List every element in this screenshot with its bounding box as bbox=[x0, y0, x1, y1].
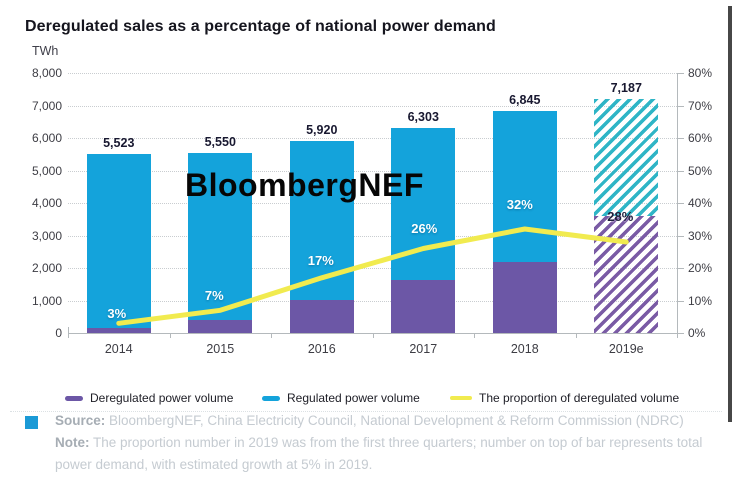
regulated-swatch-icon bbox=[262, 395, 280, 401]
footer-note-line: Note: The proportion number in 2019 was … bbox=[55, 432, 715, 476]
proportion-polyline bbox=[116, 226, 629, 326]
y-right-tick-label: 0% bbox=[688, 326, 706, 340]
bar-regulated-2018 bbox=[492, 110, 557, 262]
scan-edge-artifact bbox=[728, 6, 732, 422]
x-axis-label: 2014 bbox=[104, 342, 133, 356]
y-right-tick bbox=[677, 138, 684, 139]
footer-source-line: Source: BloombergNEF, China Electricity … bbox=[55, 410, 715, 432]
bar-total-label: 6,845 bbox=[509, 92, 541, 107]
gridline bbox=[68, 105, 677, 107]
line-point-label: 28% bbox=[607, 209, 634, 224]
legend-label-proportion: The proportion of deregulated volume bbox=[479, 391, 680, 405]
footer-text: Source: BloombergNEF, China Electricity … bbox=[55, 410, 715, 476]
line-point-label: 7% bbox=[204, 288, 224, 304]
legend-label-deregulated: Deregulated power volume bbox=[90, 391, 234, 405]
x-axis-label: 2015 bbox=[206, 342, 235, 356]
legend-item-regulated: Regulated power volume bbox=[262, 391, 420, 405]
y-left-tick-label: 3,000 bbox=[31, 228, 62, 243]
y-right-tick-label: 20% bbox=[688, 261, 713, 275]
x-axis-tick bbox=[169, 333, 171, 338]
bar-deregulated-2019e bbox=[594, 216, 659, 333]
y-left-axis-stub bbox=[68, 327, 69, 333]
legend-item-proportion: The proportion of deregulated volume bbox=[450, 391, 679, 405]
proportion-line-swatch-icon bbox=[450, 396, 472, 400]
line-point-label: 32% bbox=[506, 197, 533, 212]
x-axis-tick bbox=[474, 333, 475, 338]
gridline bbox=[68, 268, 677, 269]
x-axis-tick bbox=[372, 333, 374, 338]
gridline bbox=[68, 138, 677, 139]
y-axis-unit-label: TWh bbox=[32, 44, 59, 58]
y-left-tick-label: 6,000 bbox=[31, 131, 62, 145]
y-left-tick-label: 5,000 bbox=[31, 163, 62, 178]
y-left-tick-label: 0 bbox=[55, 326, 62, 340]
bar-total-label: 5,523 bbox=[103, 135, 135, 150]
gridline bbox=[68, 300, 677, 302]
y-right-tick bbox=[677, 235, 684, 237]
x-axis-tick bbox=[677, 333, 678, 338]
y-left-tick-label: 7,000 bbox=[31, 98, 62, 113]
x-axis-tick bbox=[575, 333, 577, 338]
bar-deregulated-2017 bbox=[391, 279, 456, 333]
bar-regulated-2015 bbox=[188, 152, 253, 321]
deregulated-swatch-icon bbox=[65, 395, 83, 401]
y-right-tick-label: 10% bbox=[688, 293, 713, 308]
bar-total-label: 6,303 bbox=[407, 110, 439, 125]
legend-item-deregulated: Deregulated power volume bbox=[65, 391, 233, 405]
legend-label-regulated: Regulated power volume bbox=[287, 391, 420, 405]
x-axis-label: 2018 bbox=[510, 342, 539, 356]
y-right-tick-label: 30% bbox=[688, 228, 713, 243]
y-right-tick bbox=[677, 268, 684, 269]
bar-deregulated-2014 bbox=[86, 327, 151, 333]
y-right-tick-label: 70% bbox=[688, 98, 713, 113]
bar-total-label: 5,920 bbox=[306, 122, 338, 137]
bar-deregulated-2018 bbox=[492, 261, 557, 333]
y-right-tick bbox=[677, 203, 684, 204]
y-right-tick bbox=[677, 73, 684, 74]
footer-bullet-icon bbox=[25, 416, 38, 429]
bar-deregulated-2015 bbox=[188, 320, 253, 333]
bar-deregulated-2016 bbox=[289, 300, 354, 333]
gridline bbox=[68, 170, 677, 172]
footer-source-value: BloombergNEF, China Electricity Council,… bbox=[109, 413, 684, 428]
bar-regulated-2019e bbox=[594, 99, 659, 216]
footer-separator bbox=[10, 411, 722, 412]
line-point-label: 3% bbox=[107, 306, 127, 322]
bar-total-label: 7,187 bbox=[610, 81, 642, 96]
line-point-label: 17% bbox=[307, 252, 334, 268]
y-right-tick-label: 50% bbox=[688, 163, 713, 178]
y-right-tick-label: 60% bbox=[688, 131, 713, 145]
footer-note-label: Note: bbox=[55, 435, 90, 450]
x-axis-tick bbox=[271, 333, 272, 338]
bloombergnef-watermark: BloombergNEF bbox=[185, 167, 424, 203]
proportion-line bbox=[116, 226, 629, 326]
y-left-tick-label: 2,000 bbox=[31, 261, 62, 275]
x-axis-tick bbox=[68, 333, 69, 338]
y-left-tick-label: 4,000 bbox=[31, 196, 62, 210]
gridline bbox=[68, 235, 677, 237]
y-right-tick bbox=[677, 105, 684, 107]
gridline bbox=[68, 203, 677, 204]
chart-title: Deregulated sales as a percentage of nat… bbox=[25, 18, 496, 35]
y-left-tick-label: 8,000 bbox=[31, 66, 62, 80]
y-right-tick bbox=[677, 170, 684, 172]
y-right-tick-label: 40% bbox=[688, 196, 713, 210]
y-left-tick-label: 1,000 bbox=[31, 293, 62, 308]
y-right-axis-line bbox=[677, 73, 678, 333]
y-right-tick-label: 80% bbox=[688, 66, 713, 80]
x-axis-label: 2016 bbox=[307, 342, 336, 356]
y-right-tick bbox=[677, 300, 684, 302]
x-axis-label: 2019e bbox=[608, 342, 644, 356]
gridline bbox=[68, 73, 677, 74]
bar-total-label: 5,550 bbox=[204, 134, 236, 149]
footer-source-label: Source: bbox=[55, 413, 106, 428]
x-axis-label: 2017 bbox=[409, 342, 438, 356]
line-point-label: 26% bbox=[411, 220, 438, 236]
footer-note-value: The proportion number in 2019 was from t… bbox=[55, 435, 703, 472]
y-right-tick bbox=[677, 333, 684, 334]
bar-regulated-2014 bbox=[86, 153, 151, 328]
